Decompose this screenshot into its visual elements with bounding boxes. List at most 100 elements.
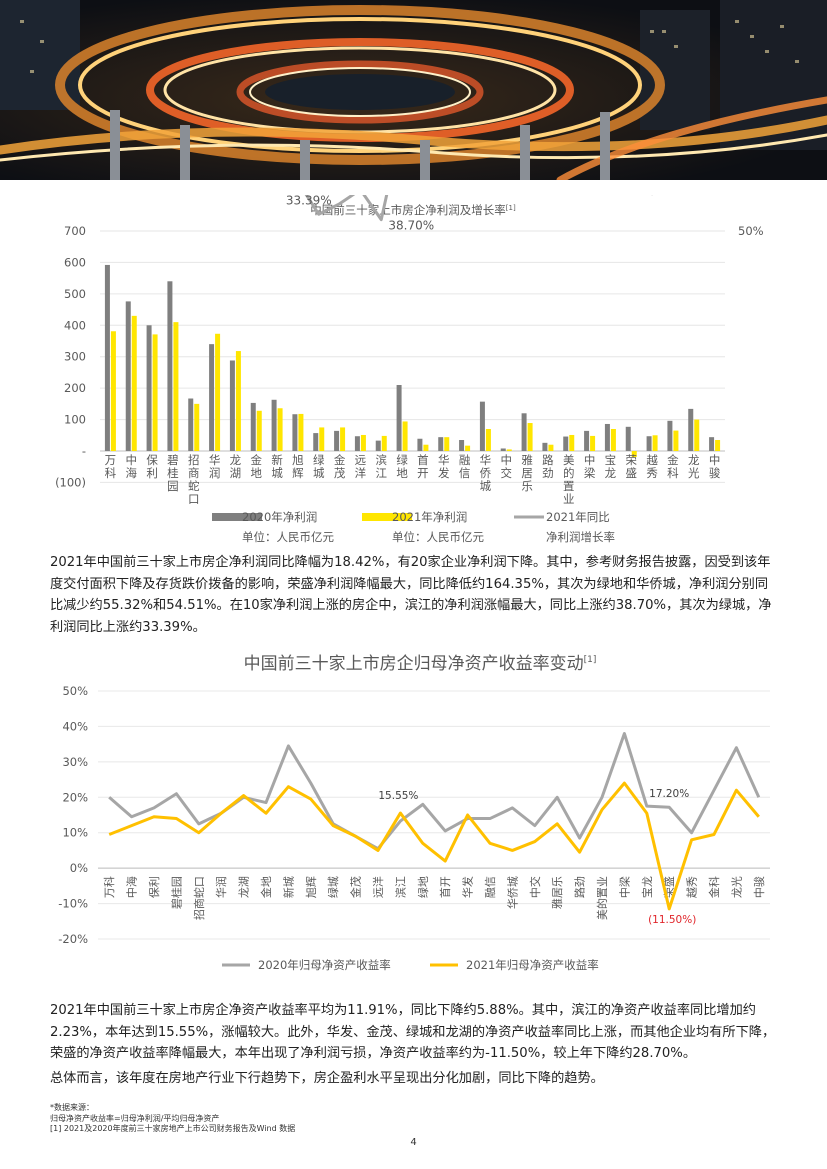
- bar-2021: [673, 430, 679, 451]
- chart2-category-label: 远洋: [371, 876, 385, 898]
- bar-2020: [709, 437, 715, 451]
- bar-2021: [465, 445, 471, 451]
- chart1-category-char: 金: [334, 453, 346, 467]
- bar-2021: [610, 429, 616, 451]
- chart1-category-label: 绿城: [313, 453, 325, 480]
- chart2-legend-label: 2020年归母净资产收益率: [258, 958, 391, 972]
- chart1-category-label: 中交: [501, 453, 513, 480]
- bar-2020: [250, 402, 256, 451]
- chart1-category-char: 绿: [313, 453, 325, 467]
- paragraph-net-profit: 2021年中国前三十家上市房企净利润同比降幅为18.42%，有20家企业净利润下…: [50, 555, 772, 635]
- chart2-category-label: 招商蛇口: [192, 876, 206, 920]
- chart1-category-char: 园: [167, 479, 179, 493]
- chart2-category-label: 金科: [707, 876, 721, 898]
- roe-chart-svg: 中国前三十家上市房企归母净资产收益率变动[1] 50% 40% 30% 20% 10% 0…: [58, 654, 770, 972]
- chart1-category-char: 华: [438, 453, 450, 467]
- chart1-category-label: 美的置业: [563, 453, 575, 506]
- chart2-y-tick: 50%: [62, 684, 88, 698]
- chart1-category-char: 海: [126, 466, 138, 480]
- chart1-category-label: 华发: [438, 453, 450, 480]
- chart2-category-label: 华发: [461, 876, 475, 898]
- chart2-legend-label: 2021年归母净资产收益率: [466, 958, 599, 972]
- chart1-left-tick: 100: [64, 413, 86, 427]
- bar-2021: [235, 351, 241, 451]
- chart1-category-char: 梁: [584, 466, 596, 480]
- chart1-category-char: 骏: [709, 466, 721, 480]
- chart1-category-char: 城: [271, 466, 283, 480]
- chart2-category-label: 绿地: [416, 876, 430, 898]
- chart1-category-char: 远: [355, 453, 367, 467]
- chart1-category-char: 口: [188, 492, 200, 506]
- chart1-annotation: 38.70%: [388, 219, 434, 233]
- chart2-category-label: 中海: [125, 876, 139, 898]
- chart1-category-char: 光: [688, 466, 700, 480]
- chart1-legend-swatch: [362, 513, 412, 521]
- chart1-category-char: 劲: [542, 466, 554, 480]
- chart1-category-char: 江: [376, 466, 388, 480]
- chart1-category-char: 绿: [396, 453, 408, 467]
- bar-2020: [104, 264, 110, 451]
- bar-2021: [152, 334, 158, 451]
- chart1-category-label: 龙光: [688, 453, 700, 480]
- chart2-category-label: 华侨城: [505, 876, 519, 909]
- chart1-category-char: 发: [438, 466, 450, 480]
- chart1-category-char: 开: [417, 466, 429, 480]
- chart1-category-char: 金: [251, 453, 263, 467]
- chart1-category-char: 科: [667, 466, 679, 480]
- chart2-annotation: 15.55%: [378, 790, 418, 802]
- bar-2020: [521, 413, 527, 451]
- chart1-legend-unit: 单位：人民币亿元: [392, 530, 484, 544]
- chart1-category-char: 的: [563, 466, 575, 480]
- chart1-category-char: 湖: [230, 466, 242, 480]
- chart1-category-char: 乐: [521, 479, 533, 493]
- bar-2021: [360, 434, 366, 451]
- bar-2020: [479, 401, 485, 451]
- chart1-left-tick: 500: [64, 287, 86, 301]
- chart2-annotation: 17.20%: [649, 788, 689, 800]
- chart1-category-char: 首: [417, 453, 429, 467]
- chart2-y-tick: -10%: [58, 897, 88, 911]
- chart2-category-label: 首开: [438, 876, 452, 898]
- chart1-category-label: 旭辉: [292, 453, 304, 480]
- chart2-category-label: 越秀: [685, 876, 699, 898]
- chart1-category-char: 万: [105, 453, 117, 467]
- chart1-category-label: 绿地: [396, 453, 408, 480]
- chart2-category-label: 碧桂园: [169, 876, 183, 909]
- chart2-category-label: 华润: [214, 876, 228, 898]
- chart1-category-char: 龙: [230, 453, 242, 467]
- chart1-legend-swatch: [212, 513, 262, 521]
- chart1-category-char: 招: [188, 453, 200, 467]
- chart1-legend-unit: 净利润增长率: [546, 530, 615, 544]
- chart1-category-label: 保利: [146, 453, 158, 480]
- chart1-category-label: 华侨城: [480, 453, 492, 493]
- chart2-category-label: 路劲: [574, 876, 587, 898]
- chart2-annotation: (11.50%): [648, 914, 696, 926]
- bar-2020: [584, 430, 590, 451]
- bar-2020: [313, 433, 319, 451]
- chart2-category-label: 滨江: [393, 876, 407, 898]
- chart1-category-char: 辉: [292, 466, 304, 480]
- bar-2020: [604, 423, 610, 451]
- chart1-legend-label: 2021年净利润: [392, 510, 467, 524]
- bar-2021: [423, 444, 429, 451]
- chart1-category-char: 中: [126, 453, 138, 467]
- chart1-left-tick: -: [82, 444, 86, 458]
- chart2-y-tick: 10%: [62, 826, 88, 840]
- bar-2021: [527, 423, 533, 451]
- bar-2020: [188, 398, 194, 451]
- bar-2020: [625, 426, 631, 451]
- bar-2020: [563, 436, 569, 451]
- roe-chart: 中国前三十家上市房企归母净资产收益率变动[1] 50% 40% 30% 20% 10% 0…: [0, 645, 827, 990]
- bar-2021: [277, 408, 283, 451]
- bar-2021: [548, 444, 554, 451]
- chart1-category-char: 荣: [626, 453, 638, 467]
- bar-2020: [146, 325, 152, 451]
- chart2-category-label: 保利: [147, 876, 161, 898]
- bar-2021: [340, 427, 346, 451]
- chart1-category-char: 中: [584, 453, 596, 467]
- chart1-category-char: 地: [396, 466, 408, 480]
- bar-2021: [694, 419, 700, 451]
- chart1-category-char: 金: [667, 453, 679, 467]
- chart1-title: 中国前三十家上市房企净利润及增长率[1]: [310, 203, 516, 217]
